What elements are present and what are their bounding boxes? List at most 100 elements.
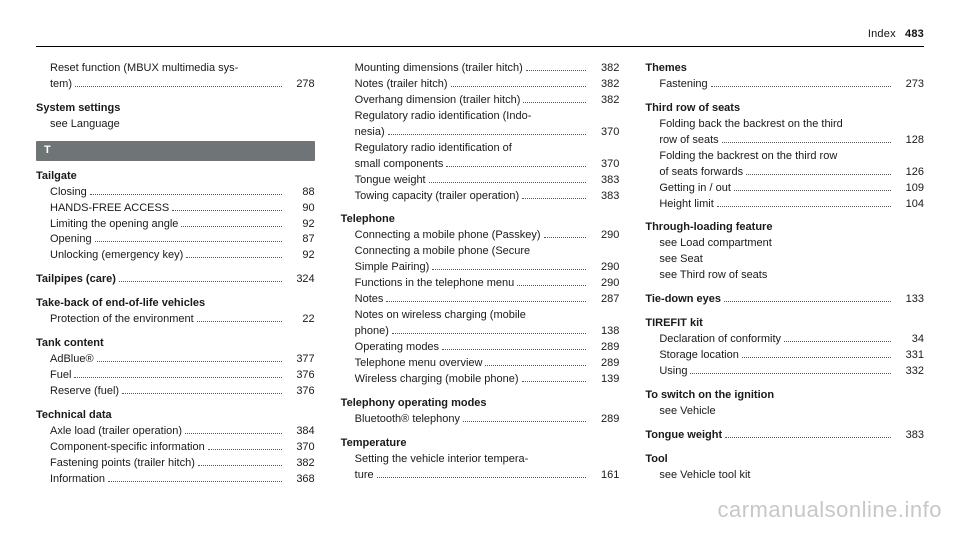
leader-dots xyxy=(526,70,587,71)
term: Themes xyxy=(645,61,924,77)
page-ref: 109 xyxy=(894,181,924,197)
running-head: Index 483 xyxy=(36,28,924,47)
column-3: Themes Fastening273 Third row of seats F… xyxy=(645,61,924,496)
sub-text: Overhang dimension (trailer hitch) xyxy=(355,93,521,109)
page-ref: 92 xyxy=(285,217,315,233)
page-ref: 384 xyxy=(285,424,315,440)
term: Tailgate xyxy=(36,169,315,185)
sub-text: Regulatory radio identification of xyxy=(355,142,512,154)
page-ref: 22 xyxy=(285,312,315,328)
term: Temperature xyxy=(341,436,620,452)
leader-dots xyxy=(711,86,891,87)
page-ref: 290 xyxy=(589,260,619,276)
leader-dots xyxy=(784,341,891,342)
page-ref: 382 xyxy=(589,93,619,109)
columns: Reset function (MBUX multimedia sys- tem… xyxy=(36,61,924,496)
leader-dots xyxy=(95,241,282,242)
sub-text: Using xyxy=(659,364,687,380)
leader-dots xyxy=(97,361,282,362)
leader-dots xyxy=(451,86,587,87)
page-ref: 92 xyxy=(285,248,315,264)
sub-text: Information xyxy=(50,472,105,488)
sub-text: Protection of the environment xyxy=(50,312,194,328)
term: Telephone xyxy=(341,212,620,228)
entry-tool: Tool see Vehicle tool kit xyxy=(645,452,924,484)
term: To switch on the ignition xyxy=(645,388,924,404)
page-ref: 368 xyxy=(285,472,315,488)
leader-dots xyxy=(463,421,586,422)
entry-switch-ignition: To switch on the ignition see Vehicle xyxy=(645,388,924,420)
sub-text: Telephone menu overview xyxy=(355,356,483,372)
leader-dots xyxy=(746,174,891,175)
page-ref: 273 xyxy=(894,77,924,93)
leader-dots xyxy=(446,166,586,167)
page-ref: 34 xyxy=(894,332,924,348)
index-page: Index 483 Reset function (MBUX multimedi… xyxy=(0,0,960,496)
entry-continued: Reset function (MBUX multimedia sys- tem… xyxy=(36,61,315,93)
sub-text: Opening xyxy=(50,232,92,248)
sub-line: Reset function (MBUX multimedia sys- xyxy=(36,61,315,77)
page-ref: 87 xyxy=(285,232,315,248)
page-ref: 139 xyxy=(589,372,619,388)
leader-dots xyxy=(517,285,586,286)
sub-text: row of seats xyxy=(659,133,718,149)
page-ref: 324 xyxy=(285,272,315,288)
sub-text: Fastening xyxy=(659,77,707,93)
column-1: Reset function (MBUX multimedia sys- tem… xyxy=(36,61,315,496)
see-ref: see Language xyxy=(36,117,315,133)
leader-dots xyxy=(724,301,891,302)
sub-text: Component-specific information xyxy=(50,440,205,456)
term: System settings xyxy=(36,101,315,117)
entry-through-loading: Through-loading feature see Load compart… xyxy=(645,220,924,284)
entry-takeback: Take-back of end-of-life vehicles Protec… xyxy=(36,296,315,328)
sub-text: small components xyxy=(355,157,444,173)
sub-text: Notes on wireless charging (mobile xyxy=(355,309,526,321)
sub-text: Regulatory radio identification (Indo- xyxy=(355,110,532,122)
entry-themes: Themes Fastening 273 xyxy=(645,61,924,93)
sub-text: of seats forwards xyxy=(659,165,743,181)
page-ref: 383 xyxy=(894,428,924,444)
page-ref: 126 xyxy=(894,165,924,181)
sub-text: Closing xyxy=(50,185,87,201)
sub-text: Simple Pairing) xyxy=(355,260,430,276)
leader-dots xyxy=(122,393,282,394)
page-ref: 376 xyxy=(285,368,315,384)
leader-dots xyxy=(734,190,891,191)
sub-text: Wireless charging (mobile phone) xyxy=(355,372,519,388)
term: Tie-down eyes xyxy=(645,292,721,308)
leader-dots xyxy=(392,333,586,334)
entry-tailpipes: Tailpipes (care)324 xyxy=(36,272,315,288)
sub-text: Tongue weight xyxy=(355,173,426,189)
leader-dots xyxy=(198,465,282,466)
see-ref: see Vehicle xyxy=(645,404,924,420)
page-ref: 383 xyxy=(589,189,619,205)
leader-dots xyxy=(197,321,282,322)
entry-telephone: Telephone Connecting a mobile phone (Pas… xyxy=(341,212,620,387)
page-ref: 289 xyxy=(589,412,619,428)
leader-dots xyxy=(185,433,282,434)
sub-text: Towing capacity (trailer operation) xyxy=(355,189,519,205)
entry-tank: Tank content AdBlue®377 Fuel376 Reserve … xyxy=(36,336,315,400)
leader-dots xyxy=(742,357,891,358)
page-ref: 370 xyxy=(589,125,619,141)
sub-text: ture xyxy=(355,468,374,484)
page-ref: 332 xyxy=(894,364,924,380)
sub-text: Fuel xyxy=(50,368,71,384)
sub-text: Limiting the opening angle xyxy=(50,217,178,233)
leader-dots xyxy=(717,206,891,207)
sub-text: Declaration of conformity xyxy=(659,332,781,348)
leader-dots xyxy=(90,194,282,195)
entry-tongue: Tongue weight383 xyxy=(645,428,924,444)
leader-dots xyxy=(429,182,587,183)
sub-text: Height limit xyxy=(659,197,713,213)
leader-dots xyxy=(181,226,281,227)
leader-dots xyxy=(485,365,586,366)
term: Technical data xyxy=(36,408,315,424)
see-ref: see Third row of seats xyxy=(645,268,924,284)
page-ref: 290 xyxy=(589,276,619,292)
entry-tailgate: Tailgate Closing88 HANDS-FREE ACCESS90 L… xyxy=(36,169,315,265)
leader-dots xyxy=(74,377,281,378)
page-ref: 376 xyxy=(285,384,315,400)
page-ref: 133 xyxy=(894,292,924,308)
leader-dots xyxy=(172,210,281,211)
